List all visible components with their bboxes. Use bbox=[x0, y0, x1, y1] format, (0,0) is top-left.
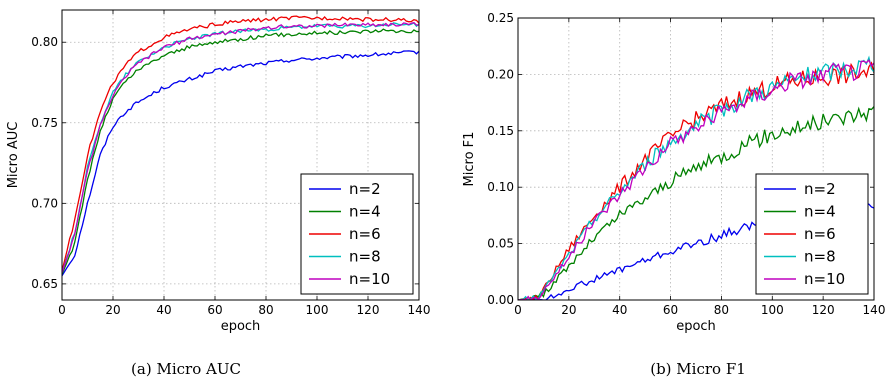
legend-label-n=10: n=10 bbox=[804, 270, 845, 288]
x-tick-label: 20 bbox=[561, 303, 576, 317]
x-axis-label: epoch bbox=[676, 319, 716, 334]
y-tick-label: 0.15 bbox=[487, 124, 514, 138]
x-tick-label: 0 bbox=[58, 303, 66, 317]
series-line-n=4 bbox=[62, 28, 419, 275]
y-tick-label: 0.00 bbox=[487, 293, 514, 307]
legend-label-n=2: n=2 bbox=[804, 180, 836, 198]
legend-label-n=4: n=4 bbox=[349, 203, 381, 221]
y-tick-label: 0.65 bbox=[31, 277, 58, 291]
legend-label-n=10: n=10 bbox=[349, 270, 390, 288]
x-tick-label: 120 bbox=[812, 303, 835, 317]
plot-frame bbox=[517, 17, 875, 301]
series-line-n=6 bbox=[62, 15, 419, 272]
y-tick-label: 0.25 bbox=[487, 11, 514, 25]
legend-label-n=6: n=6 bbox=[804, 225, 836, 243]
chart-panel-1: 0 20 40 60 80 100 120 140 0.65 0.70 0.75 0.80 epoch M… bbox=[6, 9, 431, 378]
series-line-n=8 bbox=[62, 22, 419, 273]
panel-caption: (b) Micro F1 bbox=[650, 360, 746, 378]
series-line-n=4 bbox=[518, 106, 874, 300]
legend: n=2 n=4 n=6 n=8 n=10 bbox=[300, 173, 414, 295]
legend: n=2 n=4 n=6 n=8 n=10 bbox=[755, 173, 869, 295]
panel-caption: (a) Micro AUC bbox=[131, 360, 241, 378]
legend-label-n=8: n=8 bbox=[804, 248, 836, 266]
x-tick-label: 40 bbox=[156, 303, 171, 317]
series-line-n=10 bbox=[518, 59, 874, 300]
chart-panel-2: 0 20 40 60 80 100 120 140 0.00 0.05 0.10 0.15 0.20 0.… bbox=[462, 11, 885, 378]
x-tick-label: 60 bbox=[663, 303, 678, 317]
y-tick-label: 0.20 bbox=[487, 67, 514, 81]
x-tick-label: 100 bbox=[761, 303, 784, 317]
y-tick-label: 0.70 bbox=[31, 196, 58, 210]
legend-label-n=6: n=6 bbox=[349, 225, 381, 243]
x-tick-label: 20 bbox=[105, 303, 120, 317]
legend-label-n=8: n=8 bbox=[349, 248, 381, 266]
plot-frame bbox=[61, 9, 420, 301]
series-line-n=6 bbox=[518, 61, 874, 300]
y-tick-label: 0.05 bbox=[487, 237, 514, 251]
x-tick-label: 80 bbox=[258, 303, 273, 317]
x-tick-label: 80 bbox=[714, 303, 729, 317]
x-tick-label: 0 bbox=[514, 303, 522, 317]
x-tick-label: 140 bbox=[863, 303, 886, 317]
x-axis-label: epoch bbox=[221, 319, 261, 334]
x-tick-label: 120 bbox=[357, 303, 380, 317]
series-line-n=2 bbox=[62, 50, 419, 277]
legend-label-n=4: n=4 bbox=[804, 203, 836, 221]
legend-label-n=2: n=2 bbox=[349, 180, 381, 198]
series-line-n=8 bbox=[518, 55, 874, 300]
series-line-n=10 bbox=[62, 21, 419, 273]
y-tick-label: 0.80 bbox=[31, 35, 58, 49]
x-tick-label: 100 bbox=[306, 303, 329, 317]
x-tick-label: 140 bbox=[408, 303, 431, 317]
y-tick-label: 0.75 bbox=[31, 116, 58, 130]
x-tick-label: 60 bbox=[207, 303, 222, 317]
y-axis-label: Micro F1 bbox=[462, 132, 477, 187]
x-tick-label: 40 bbox=[612, 303, 627, 317]
y-axis-label: Micro AUC bbox=[6, 122, 21, 189]
y-tick-label: 0.10 bbox=[487, 180, 514, 194]
